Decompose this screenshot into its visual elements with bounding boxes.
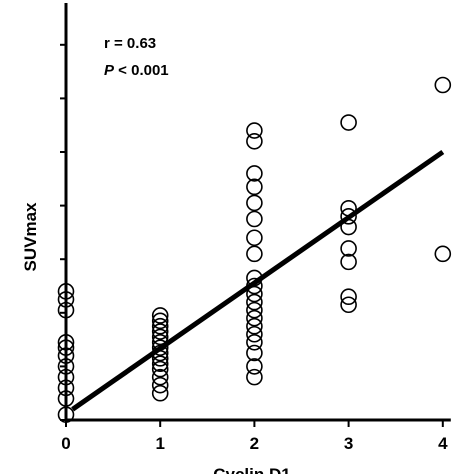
p-value-text: < 0.001 bbox=[114, 62, 169, 79]
regression-line bbox=[71, 149, 445, 412]
x-axis-label: Cyclin D1 bbox=[213, 465, 290, 474]
data-point bbox=[246, 245, 263, 263]
x-tick-label: 3 bbox=[344, 434, 353, 453]
data-point bbox=[57, 339, 75, 356]
data-points bbox=[57, 76, 452, 423]
data-point bbox=[57, 347, 75, 364]
data-point bbox=[340, 114, 357, 131]
data-point bbox=[151, 376, 169, 394]
data-point bbox=[246, 165, 263, 182]
data-point bbox=[246, 132, 263, 150]
data-point bbox=[151, 307, 169, 324]
data-point bbox=[246, 309, 263, 327]
correlation-annotation: r = 0.63 bbox=[104, 35, 156, 52]
data-point bbox=[57, 333, 75, 351]
y-axis-label: SUVmax bbox=[21, 202, 40, 272]
data-point bbox=[246, 122, 263, 139]
data-point bbox=[340, 288, 357, 306]
data-point bbox=[57, 291, 75, 308]
data-point bbox=[246, 344, 263, 362]
data-point bbox=[340, 240, 357, 257]
data-point bbox=[151, 312, 169, 330]
data-point bbox=[57, 283, 75, 300]
data-point bbox=[340, 296, 357, 314]
p-letter: P bbox=[104, 62, 115, 79]
data-point bbox=[151, 317, 169, 335]
x-tick-labels: 0 1 2 3 4 bbox=[61, 434, 448, 453]
data-point bbox=[246, 194, 263, 212]
data-point bbox=[151, 368, 169, 386]
data-point bbox=[340, 253, 357, 271]
data-point bbox=[151, 384, 169, 402]
data-point bbox=[246, 293, 263, 311]
data-point bbox=[57, 301, 75, 319]
data-point bbox=[151, 323, 169, 340]
x-tick-label: 2 bbox=[250, 434, 259, 453]
data-point bbox=[151, 360, 169, 378]
data-point bbox=[246, 333, 263, 351]
data-point bbox=[151, 355, 169, 373]
data-point bbox=[434, 76, 452, 94]
data-point bbox=[246, 301, 263, 319]
data-point bbox=[246, 317, 263, 335]
data-point bbox=[246, 368, 263, 386]
data-point bbox=[246, 178, 263, 196]
data-point bbox=[151, 339, 169, 356]
data-point bbox=[246, 285, 263, 303]
data-point bbox=[151, 328, 169, 346]
x-axis-ticks bbox=[65, 420, 444, 427]
data-point bbox=[57, 379, 75, 397]
data-point bbox=[340, 208, 357, 225]
x-tick-label: 4 bbox=[438, 434, 448, 453]
data-point bbox=[246, 210, 263, 228]
data-point bbox=[246, 358, 263, 375]
data-point bbox=[57, 406, 75, 423]
data-point bbox=[434, 245, 452, 263]
data-point bbox=[57, 368, 75, 386]
data-point bbox=[57, 358, 75, 375]
x-tick-label: 0 bbox=[61, 434, 70, 453]
x-tick-label: 1 bbox=[155, 434, 164, 453]
p-value-annotation: P < 0.001 bbox=[104, 62, 169, 79]
data-point bbox=[57, 390, 75, 407]
data-point bbox=[246, 229, 263, 247]
data-point bbox=[246, 325, 263, 343]
